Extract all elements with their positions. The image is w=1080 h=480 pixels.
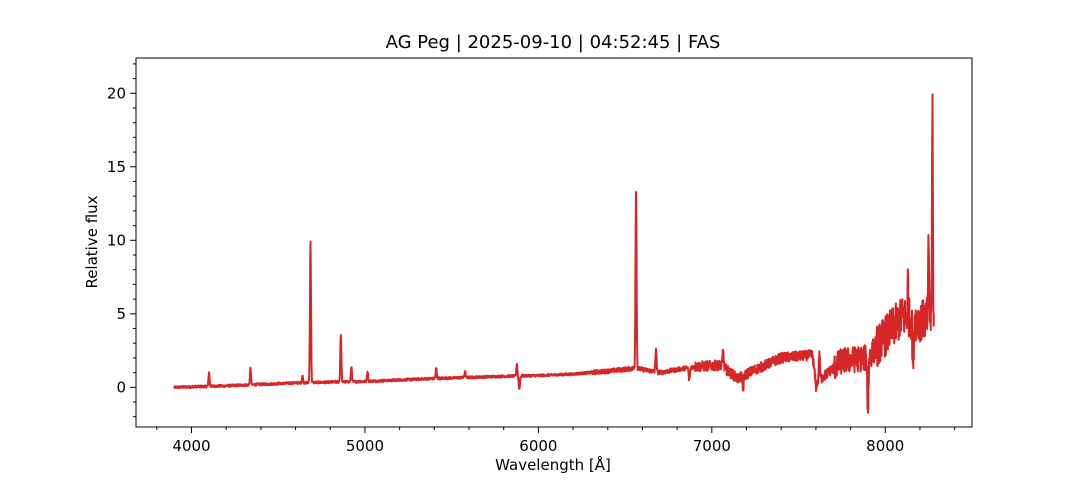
x-tick-label: 7000 <box>693 437 731 455</box>
y-axis: 0 5 10 15 20 <box>107 63 136 418</box>
y-tick-label: 5 <box>116 305 126 323</box>
chart-title: AG Peg | 2025-09-10 | 04:52:45 | FAS <box>386 32 721 53</box>
spectrum-layer <box>173 93 935 414</box>
y-tick-label: 0 <box>116 378 126 396</box>
spectrum-line <box>173 93 935 414</box>
y-tick-label: 20 <box>107 84 126 102</box>
x-tick-label: 5000 <box>346 437 384 455</box>
x-tick-label: 8000 <box>866 437 904 455</box>
y-tick-label: 15 <box>107 158 126 176</box>
x-tick-label: 6000 <box>519 437 557 455</box>
x-axis-label: Wavelength [Å] <box>495 455 611 474</box>
plot-frame <box>135 57 973 428</box>
x-tick-label: 4000 <box>172 437 210 455</box>
x-axis: 4000 5000 6000 7000 8000 <box>156 427 956 455</box>
y-tick-label: 10 <box>107 231 126 249</box>
y-axis-label: Relative flux <box>83 195 101 288</box>
